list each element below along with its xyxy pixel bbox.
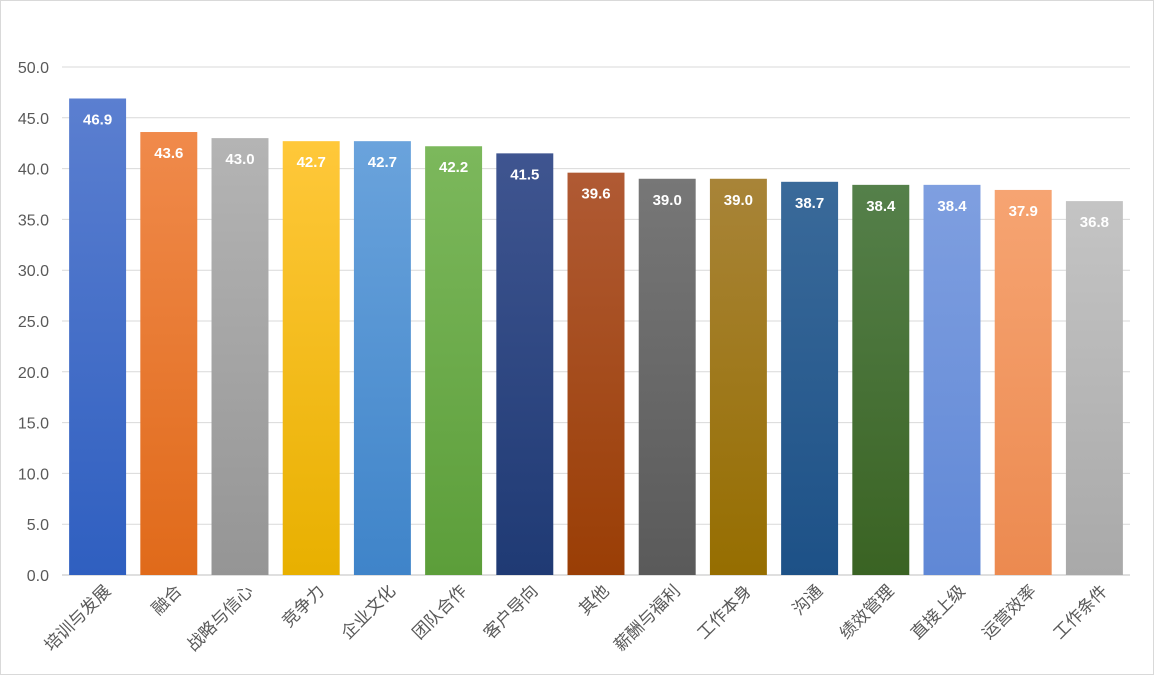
x-category-label: 工作条件 (1050, 581, 1112, 643)
y-tick-label: 45.0 (18, 111, 49, 128)
y-tick-label: 40.0 (18, 162, 49, 179)
data-label: 36.8 (1080, 214, 1109, 231)
x-category-label: 企业文化 (338, 581, 400, 643)
data-label: 42.7 (297, 154, 326, 171)
data-labels: 46.9 43.6 43.0 42.7 42.7 42.2 41.5 39.6 39.0 39.0… (83, 111, 1109, 231)
y-tick-label: 30.0 (18, 263, 49, 280)
data-label: 42.2 (439, 159, 468, 176)
data-label: 39.0 (724, 192, 753, 209)
bar (353, 141, 411, 575)
y-tick-label: 10.0 (18, 466, 49, 483)
x-category-label: 培训与发展 (41, 581, 115, 655)
y-tick-label: 25.0 (18, 314, 49, 331)
x-category-label: 工作本身 (694, 581, 756, 643)
data-label: 38.7 (795, 195, 824, 212)
data-label: 39.0 (653, 192, 682, 209)
bar (852, 184, 910, 575)
x-category-label: 团队合作 (409, 581, 471, 643)
bar (496, 153, 554, 576)
bar (638, 178, 696, 575)
bar (781, 181, 839, 576)
bar (923, 184, 981, 575)
x-category-label: 直接上级 (907, 581, 969, 643)
data-label: 39.6 (581, 186, 610, 203)
x-category-label: 沟通 (789, 581, 827, 619)
data-label: 43.6 (154, 145, 183, 162)
x-category-label: 薪酬与福利 (610, 581, 684, 655)
data-label: 37.9 (1009, 203, 1038, 220)
x-category-label: 运营效率 (979, 581, 1041, 643)
y-axis-tick-labels: 0.0 5.0 10.0 15.0 20.0 25.0 30.0 35.0 40.0 45.0 50… (18, 60, 49, 585)
x-category-label: 客户导向 (480, 581, 542, 643)
x-category-label: 绩效管理 (836, 581, 898, 643)
data-label: 43.0 (225, 151, 254, 168)
bar (282, 141, 340, 575)
y-tick-label: 5.0 (27, 517, 49, 534)
x-category-label: 其他 (575, 581, 613, 619)
data-label: 46.9 (83, 111, 112, 128)
data-label: 38.4 (866, 198, 896, 215)
bar (140, 132, 198, 576)
x-category-label: 融合 (148, 581, 186, 619)
bar (69, 98, 127, 575)
y-tick-label: 0.0 (27, 568, 49, 585)
y-tick-label: 20.0 (18, 365, 49, 382)
bar (211, 138, 269, 575)
bar (425, 146, 483, 576)
y-tick-label: 35.0 (18, 212, 49, 229)
data-label: 41.5 (510, 166, 539, 183)
y-tick-label: 50.0 (18, 60, 49, 77)
data-label: 38.4 (937, 198, 967, 215)
x-category-label: 战略与信心 (183, 581, 257, 655)
bars (69, 98, 1123, 576)
bar (1065, 201, 1123, 575)
bar (994, 189, 1052, 575)
bar (567, 172, 625, 575)
y-tick-label: 15.0 (18, 416, 49, 433)
x-category-label: 竞争力 (279, 581, 329, 631)
data-label: 42.7 (368, 154, 397, 171)
bar (709, 178, 767, 575)
